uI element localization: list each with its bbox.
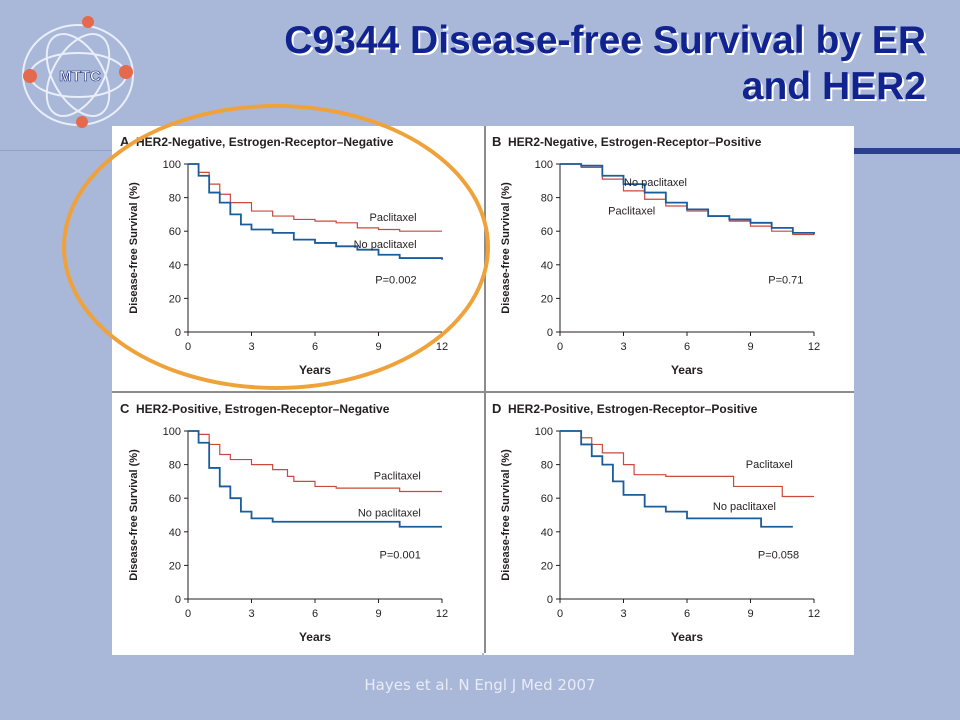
panel-d-x-tick-label: 9 [747, 608, 753, 620]
panel-d-y-axis-label: Disease-free Survival (%) [500, 449, 512, 581]
panel-d-letter: D [492, 401, 501, 416]
panel-d-no-paclitaxel-curve [560, 430, 793, 528]
panel-divider-vertical [484, 126, 486, 653]
panel-a-x-axis-label: Years [299, 363, 331, 377]
figure-panels: A HER2-Negative, Estrogen-Receptor–Negati… [112, 126, 854, 655]
panel-c-y-tick-label: 100 [163, 426, 181, 438]
panel-d-x-tick-label: 0 [557, 608, 563, 620]
panel-b-no-paclitaxel-curve [560, 163, 815, 235]
panel-d-y-tick-label: 80 [541, 460, 553, 472]
panel-b-y-tick-label: 100 [535, 159, 553, 171]
panel-b-x-tick-label: 6 [684, 341, 690, 353]
panel-a-p-value: P=0.002 [375, 274, 416, 286]
panel-b-paclitaxel-curve [560, 163, 814, 236]
panel-a-no-paclitaxel-curve [188, 163, 443, 260]
panel-b: B HER2-Negative, Estrogen-Receptor–Positi… [484, 126, 854, 388]
panel-b-x-tick-label: 3 [620, 341, 626, 353]
panel-a-x-tick-label: 0 [185, 341, 191, 353]
panel-c-letter: C [120, 401, 130, 416]
panel-d-x-axis-label: Years [671, 630, 703, 644]
panel-b-y-tick-label: 80 [541, 193, 553, 205]
panel-b-y-tick-label: 40 [541, 260, 553, 272]
panel-d: D HER2-Positive, Estrogen-Receptor–Positi… [484, 393, 854, 655]
panel-c-y-tick-label: 0 [175, 594, 181, 606]
panel-c-no-paclitaxel-curve [188, 430, 442, 528]
panel-c-no-paclitaxel-label: No paclitaxel [358, 508, 421, 520]
panel-d-y-tick-label: 20 [541, 560, 553, 572]
panel-c-y-tick-label: 80 [169, 460, 181, 472]
panel-d-paclitaxel-curve [560, 430, 814, 498]
panel-a-y-tick-label: 100 [163, 159, 181, 171]
panel-b-p-value: P=0.71 [768, 274, 803, 286]
panel-b-y-tick-label: 60 [541, 226, 553, 238]
panel-a-x-tick-label: 12 [436, 341, 448, 353]
panel-divider-horizontal [112, 391, 854, 393]
panel-a-y-tick-label: 20 [169, 293, 181, 305]
panel-d-x-tick-label: 3 [620, 608, 626, 620]
panel-a-x-tick-label: 9 [375, 341, 381, 353]
panel-b-y-tick-label: 20 [541, 293, 553, 305]
panel-d-x-tick-label: 12 [808, 608, 820, 620]
panel-c-x-tick-label: 0 [185, 608, 191, 620]
panel-d-x-tick-label: 6 [684, 608, 690, 620]
panel-d-paclitaxel-label: Paclitaxel [746, 459, 793, 471]
slide-title: C9344 Disease-free Survival by ER and HE… [284, 19, 926, 108]
panel-a-paclitaxel-curve [188, 163, 442, 232]
panel-c-x-tick-label: 6 [312, 608, 318, 620]
panel-c-y-tick-label: 40 [169, 527, 181, 539]
panel-a-y-tick-label: 40 [169, 260, 181, 272]
panel-b-title: HER2-Negative, Estrogen-Receptor–Positiv… [508, 135, 762, 149]
panel-a-y-tick-label: 80 [169, 193, 181, 205]
panel-b-x-tick-label: 12 [808, 341, 820, 353]
panel-d-y-tick-label: 100 [535, 426, 553, 438]
panel-d-y-tick-label: 40 [541, 527, 553, 539]
panel-a: A HER2-Negative, Estrogen-Receptor–Negati… [112, 126, 482, 388]
panel-c-x-tick-label: 12 [436, 608, 448, 620]
panel-d-title: HER2-Positive, Estrogen-Receptor–Positiv… [508, 402, 758, 416]
panel-b-x-tick-label: 9 [747, 341, 753, 353]
panel-a-letter: A [120, 134, 130, 149]
panel-c-y-axis-label: Disease-free Survival (%) [128, 449, 140, 581]
panel-c-x-tick-label: 9 [375, 608, 381, 620]
panel-c-x-axis-label: Years [299, 630, 331, 644]
mttc-logo: MTTC [22, 16, 134, 128]
panel-c-p-value: P=0.001 [380, 550, 421, 562]
panel-d-p-value: P=0.058 [758, 550, 799, 562]
panel-a-x-tick-label: 3 [248, 341, 254, 353]
panel-c-y-tick-label: 20 [169, 560, 181, 572]
panel-b-y-axis-label: Disease-free Survival (%) [500, 182, 512, 314]
panel-d-no-paclitaxel-label: No paclitaxel [713, 501, 776, 513]
panel-c-y-tick-label: 60 [169, 493, 181, 505]
panel-c: C HER2-Positive, Estrogen-Receptor–Negati… [112, 393, 482, 655]
panel-a-x-tick-label: 6 [312, 341, 318, 353]
panel-a-paclitaxel-label: Paclitaxel [370, 212, 417, 224]
panel-d-y-tick-label: 60 [541, 493, 553, 505]
panel-a-no-paclitaxel-label: No paclitaxel [354, 239, 417, 251]
logo-text: MTTC [59, 68, 101, 85]
panel-c-paclitaxel-label: Paclitaxel [374, 471, 421, 483]
panel-b-x-tick-label: 0 [557, 341, 563, 353]
panel-d-y-tick-label: 0 [547, 594, 553, 606]
panel-b-no-paclitaxel-label: No paclitaxel [624, 177, 687, 189]
panel-c-x-tick-label: 3 [248, 608, 254, 620]
panel-b-paclitaxel-label: Paclitaxel [608, 205, 655, 217]
panel-b-x-axis-label: Years [671, 363, 703, 377]
panel-a-title: HER2-Negative, Estrogen-Receptor–Negativ… [136, 135, 394, 149]
citation: Hayes et al. N Engl J Med 2007 [364, 676, 596, 694]
panel-a-y-tick-label: 0 [175, 327, 181, 339]
panel-a-y-axis-label: Disease-free Survival (%) [128, 182, 140, 314]
panel-c-title: HER2-Positive, Estrogen-Receptor–Negativ… [136, 402, 390, 416]
panel-b-y-tick-label: 0 [547, 327, 553, 339]
panel-b-letter: B [492, 134, 501, 149]
panel-a-y-tick-label: 60 [169, 226, 181, 238]
